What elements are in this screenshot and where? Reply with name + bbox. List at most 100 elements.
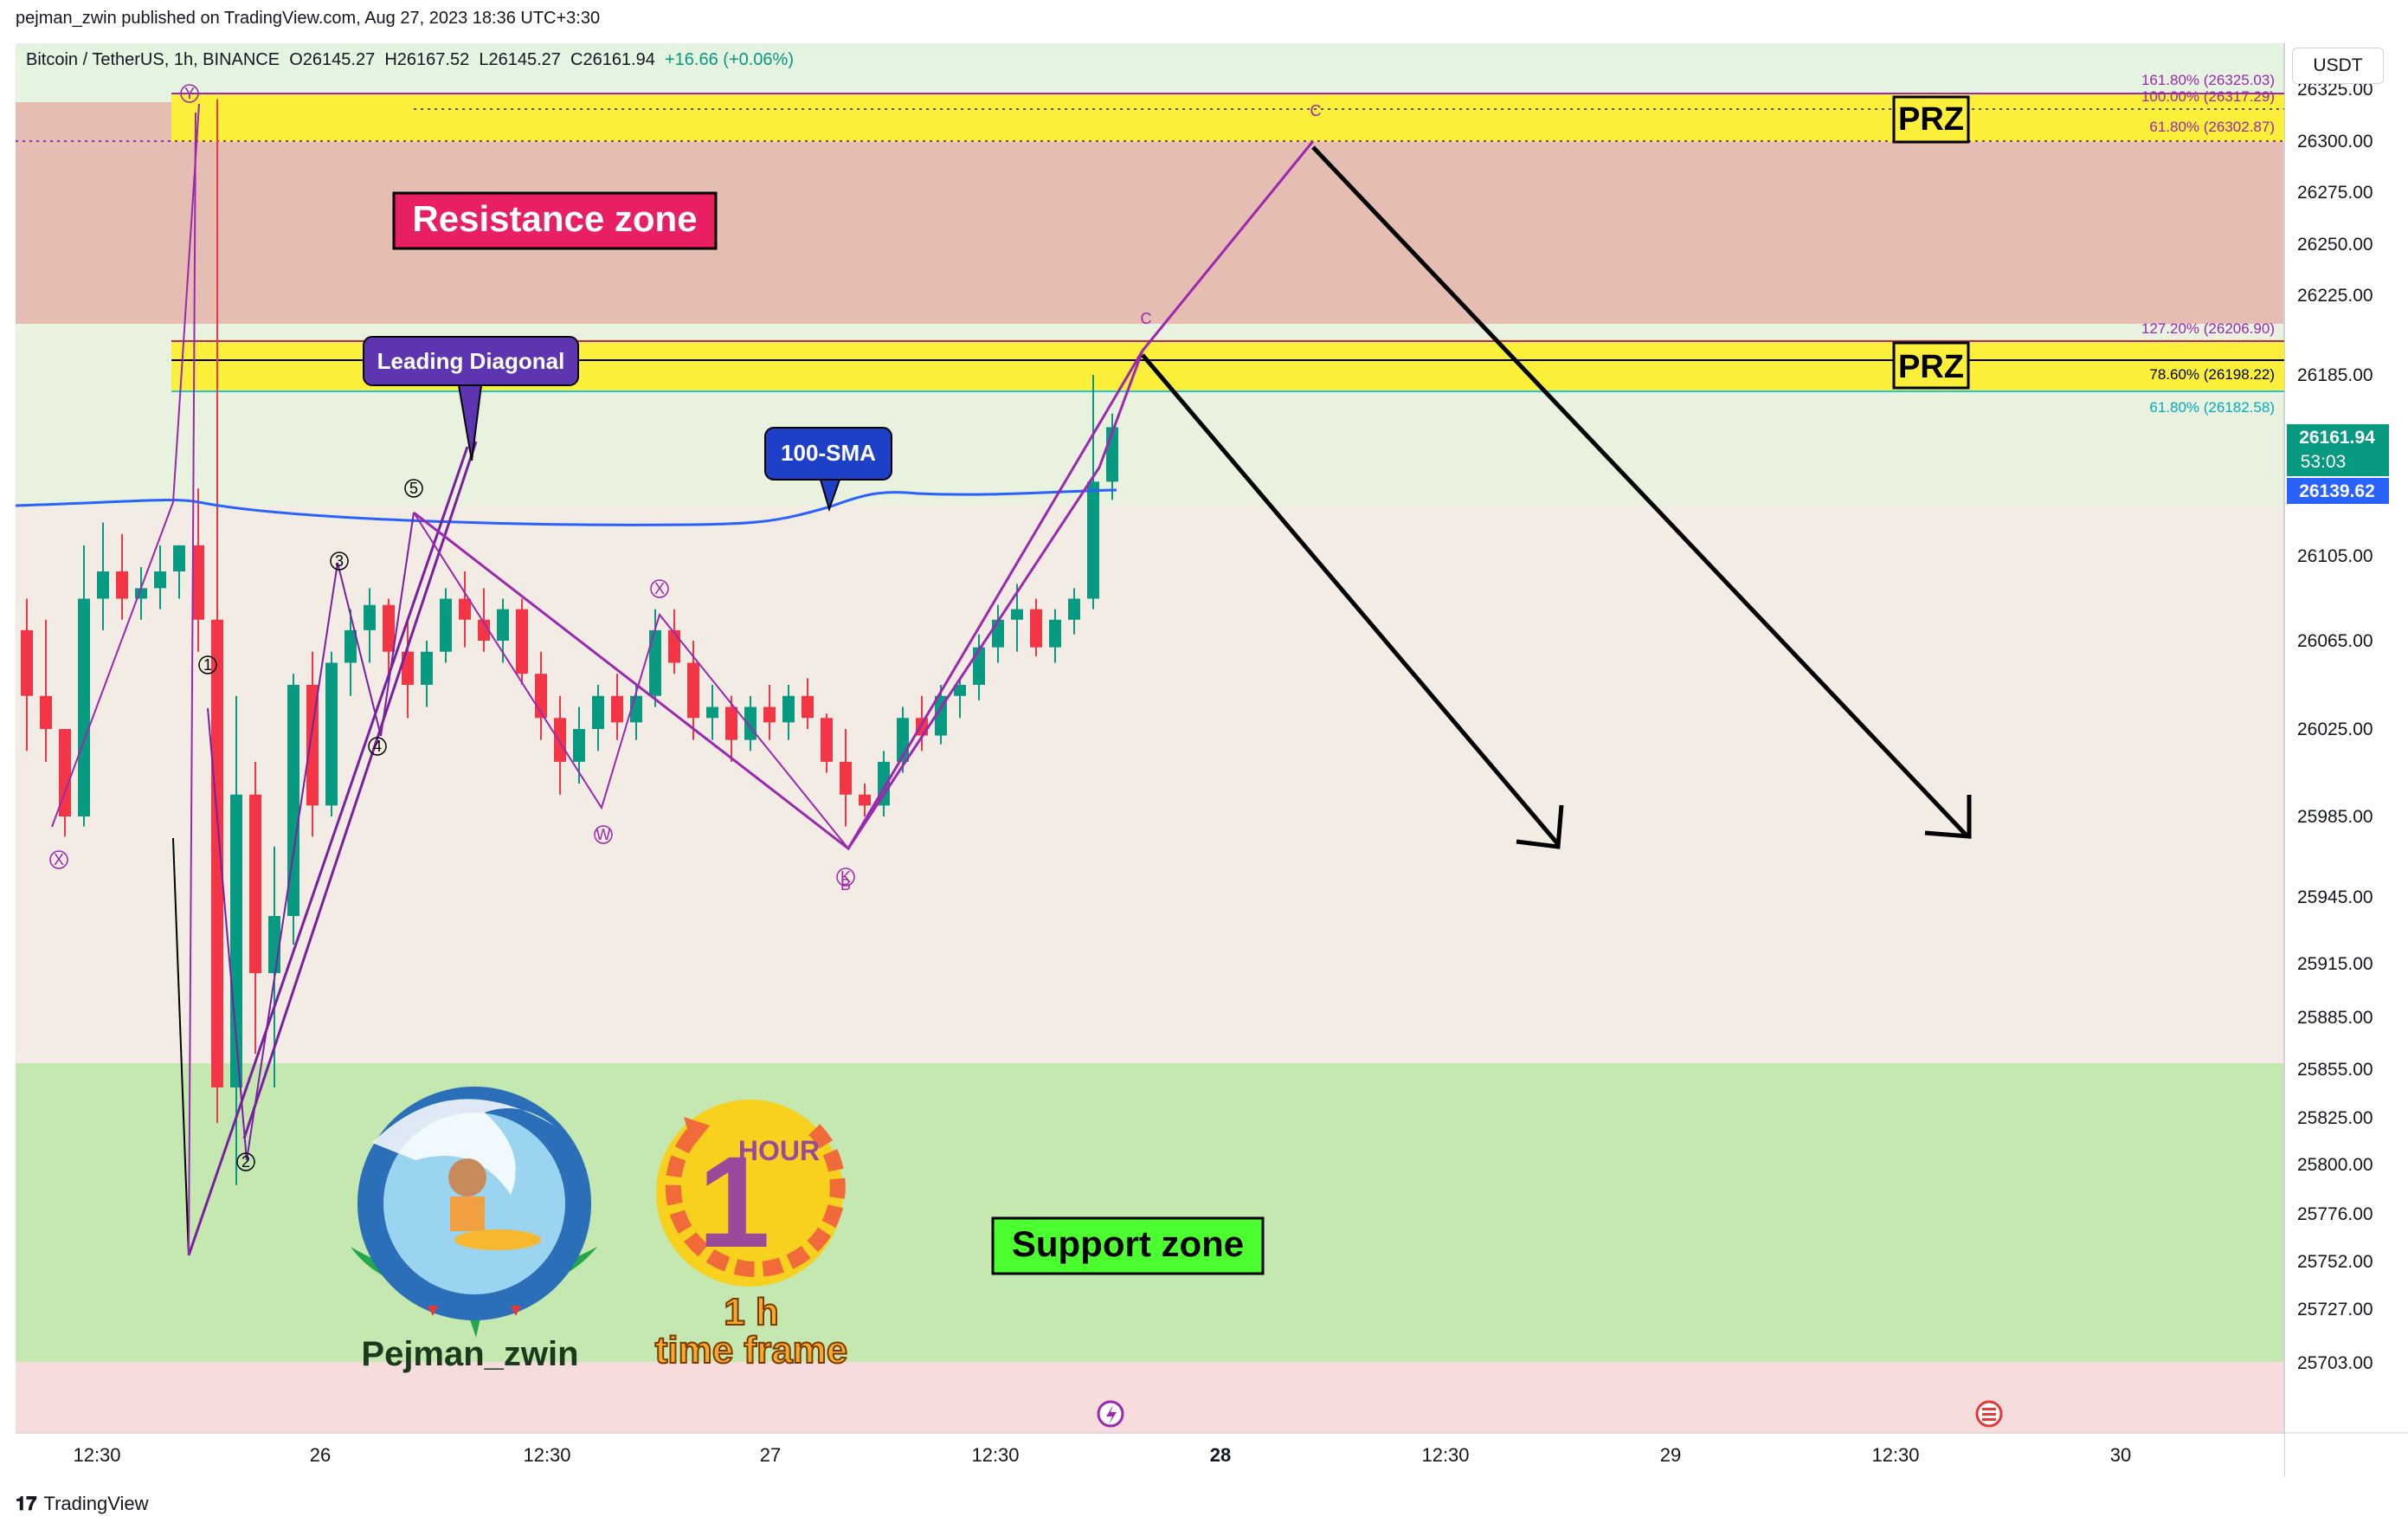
wave-label-4: 4 [368,737,387,756]
candle-body [973,647,985,685]
currency-button[interactable]: USDT [2292,48,2384,84]
y-axis-tick-label: 25825.00 [2297,1108,2373,1128]
y-axis-tick-label: 25885.00 [2297,1008,2373,1028]
x-axis-tick-label: 26 [310,1444,331,1466]
svg-text:3: 3 [335,552,344,570]
fib-label-127: 127.20% (26206.90) [2141,320,2275,337]
wave-label-c-lower: C [1141,310,1152,327]
y-axis-tick-label: 26185.00 [2297,365,2373,385]
candle-body [459,598,471,620]
wave-labels: Y X 1 2 3 4 5 X W K B C C [49,84,1322,1171]
y-axis-tick-label: 26325.00 [2297,80,2373,100]
us-flag-event-icon [1975,1400,2003,1428]
svg-text:2: 2 [241,1153,250,1171]
candle-body [782,695,795,723]
hour-badge: 1 HOUR 1 h time frame [654,1100,848,1372]
wave-label-5: 5 [404,479,423,498]
candle-body [21,629,33,696]
x-axis-tick-label: 12:30 [1421,1444,1469,1466]
candle-body [1011,609,1023,620]
x-axis-tick-label: 28 [1210,1444,1231,1466]
y-axis-tick-label: 25985.00 [2297,807,2373,827]
svg-text:26161.94: 26161.94 [2299,428,2375,448]
candle-body [211,619,223,1087]
svg-text:Y: Y [184,85,195,102]
candle-body [1068,598,1080,620]
fib-label-618-upper: 61.80% (26302.87) [2149,119,2275,135]
candle-body [821,718,833,762]
candle-body [497,609,509,641]
svg-text:100-SMA: 100-SMA [781,440,876,466]
candle-body [1049,619,1061,648]
sma-callout: 100-SMA [764,427,892,513]
fib-labels: 161.80% (26325.03) 100.00% (26317.29) 61… [2141,72,2275,416]
footer-brand: TradingView [43,1493,149,1514]
y-axis-tick-label: 25800.00 [2297,1155,2373,1175]
fib-label-100: 100.00% (26317.29) [2141,88,2275,105]
candle-body [40,695,52,729]
candle-body [573,729,585,762]
x-axis-tick-label: 12:30 [523,1444,570,1466]
candle-body [516,609,528,674]
close-value: C26161.94 [570,50,655,69]
y-axis-tick-label: 25855.00 [2297,1060,2373,1080]
candle-body [364,604,376,630]
leading-diagonal-lines [187,441,478,1256]
candle-body [325,662,338,806]
tradingview-footer[interactable]: 𝟏𝟕 TradingView [16,1493,149,1515]
svg-text:PRZ: PRZ [1898,101,1964,138]
fib-label-618-lower: 61.80% (26182.58) [2149,399,2275,416]
x-axis-tick-label: 12:30 [971,1444,1019,1466]
candle-body [935,695,947,736]
candle-body [840,761,852,795]
y-axis-tick-label: 26105.00 [2297,546,2373,566]
y-axis-tick-label: 25945.00 [2297,887,2373,907]
candle-body [116,571,128,599]
symbol-name[interactable]: Bitcoin / TetherUS, 1h, BINANCE [26,50,280,69]
candle-body [1087,481,1099,599]
wave-label-3: 3 [330,552,349,571]
y-axis-tick-label: 25776.00 [2297,1204,2373,1224]
candle-body [192,545,204,620]
wave-label-x2: X [650,579,669,598]
candle-body [173,545,185,571]
candle-body [802,695,814,719]
svg-text:1: 1 [698,1129,769,1274]
svg-text:Support zone: Support zone [1012,1223,1244,1264]
candle-body [421,651,433,685]
svg-text:Resistance zone: Resistance zone [412,198,697,239]
svg-text:1: 1 [203,656,212,674]
y-axis-tick-label: 26250.00 [2297,235,2373,255]
publish-info: pejman_zwin published on TradingView.com… [16,9,601,28]
candle-body [97,571,109,599]
last-price-tag: 26161.94 53:03 [2287,424,2389,476]
svg-text:W: W [596,826,611,843]
candle-body [59,729,71,816]
x-axis-tick-label: 27 [760,1444,781,1466]
candle-body [478,619,490,641]
candle-body [687,662,699,719]
candle-body [344,629,357,663]
svg-text:HOUR: HOUR [738,1135,820,1166]
svg-text:5: 5 [409,480,418,497]
candle-body [249,794,261,973]
candle-body [554,718,566,762]
x-axis-tick-label: 29 [1660,1444,1681,1466]
candle-body [1030,609,1042,648]
candle-body [992,619,1004,648]
support-zone-band [16,1063,2283,1362]
wave-label-y: Y [180,84,199,103]
svg-text:4: 4 [373,738,382,755]
low-value: L26145.27 [479,50,561,69]
candle-body [706,706,718,719]
lightning-event-icon [1097,1400,1124,1428]
x-axis-tick-label: 30 [2110,1444,2131,1466]
y-axis-tick-label: 26065.00 [2297,631,2373,651]
x-axis-tick-label: 12:30 [73,1444,120,1466]
change-value: +16.66 (+0.06%) [665,50,794,69]
resistance-zone-label: Resistance zone [392,191,718,250]
candle-body [611,695,623,723]
open-value: O26145.27 [289,50,376,69]
